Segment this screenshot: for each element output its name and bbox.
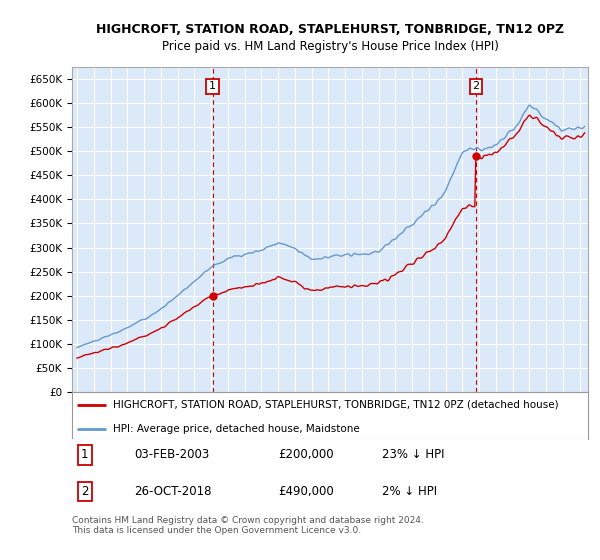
Text: HIGHCROFT, STATION ROAD, STAPLEHURST, TONBRIDGE, TN12 0PZ (detached house): HIGHCROFT, STATION ROAD, STAPLEHURST, TO… [113, 400, 559, 410]
Text: HIGHCROFT, STATION ROAD, STAPLEHURST, TONBRIDGE, TN12 0PZ: HIGHCROFT, STATION ROAD, STAPLEHURST, TO… [96, 24, 564, 36]
Text: 2: 2 [81, 485, 89, 498]
Text: Price paid vs. HM Land Registry's House Price Index (HPI): Price paid vs. HM Land Registry's House … [161, 40, 499, 53]
Text: 23% ↓ HPI: 23% ↓ HPI [382, 449, 444, 461]
Text: HPI: Average price, detached house, Maidstone: HPI: Average price, detached house, Maid… [113, 423, 360, 433]
Text: £200,000: £200,000 [278, 449, 334, 461]
Text: 2% ↓ HPI: 2% ↓ HPI [382, 485, 437, 498]
Text: 03-FEB-2003: 03-FEB-2003 [134, 449, 209, 461]
Text: 1: 1 [209, 81, 216, 91]
Text: £490,000: £490,000 [278, 485, 334, 498]
Text: 1: 1 [81, 449, 89, 461]
Text: Contains HM Land Registry data © Crown copyright and database right 2024.
This d: Contains HM Land Registry data © Crown c… [72, 516, 424, 535]
Text: 26-OCT-2018: 26-OCT-2018 [134, 485, 211, 498]
Text: 2: 2 [473, 81, 479, 91]
